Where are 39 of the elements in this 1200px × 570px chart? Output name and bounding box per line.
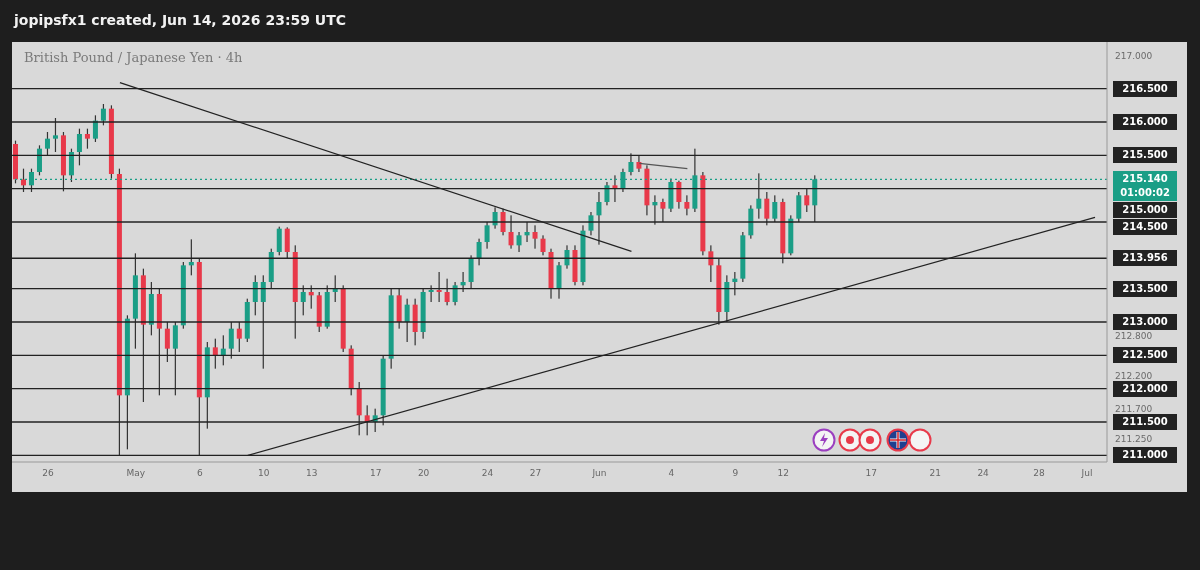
y-tick-label: 212.800	[1115, 330, 1153, 341]
y-tick-label: 217.000	[1115, 50, 1153, 61]
ref-line-label: 212.000	[1113, 381, 1177, 396]
y-tick-label: 211.700	[1115, 403, 1153, 414]
x-tick-label: 21	[929, 468, 941, 479]
x-tick-label: 28	[1033, 468, 1046, 479]
x-tick-label: 17	[369, 468, 382, 479]
ref-line-label: 211.000	[1113, 448, 1177, 463]
x-tick-label: 6	[196, 468, 203, 479]
x-tick-label: 10	[258, 468, 270, 479]
x-tick-label: 13	[306, 468, 318, 479]
ref-line-label: 213.000	[1113, 315, 1177, 329]
x-tick-label: May	[126, 468, 146, 479]
x-tick-label: Jul	[1080, 468, 1093, 479]
ref-line-label: 216.500	[1113, 81, 1177, 96]
x-tick-label: 17	[865, 468, 877, 479]
x-tick-label: 4	[668, 468, 675, 479]
ref-line-label: 215.000	[1113, 203, 1177, 218]
text: 01:00:02	[1119, 186, 1171, 201]
ref-line-label: 216.000	[1113, 115, 1177, 129]
y-tick-label: 212.200	[1115, 370, 1153, 381]
ref-line-label: 215.140	[1121, 172, 1169, 187]
x-tick-label: Jun	[591, 468, 607, 479]
x-tick-label: 9	[732, 468, 739, 479]
x-tick-label: 20	[417, 468, 430, 479]
x-tick-label: 12	[777, 468, 790, 479]
x-tick-label: 24	[481, 468, 494, 479]
ref-line-label: 211.500	[1113, 415, 1177, 429]
ref-line-label: 212.500	[1113, 348, 1177, 363]
x-tick-label: 24	[977, 468, 990, 479]
ref-line-label: 214.500	[1113, 220, 1177, 235]
text: jopipsfx1 created, Jun 14, 2026 23:59 UTC	[14, 12, 347, 28]
ref-line-label: 213.956	[1113, 251, 1177, 266]
ref-line-label: 213.500	[1113, 281, 1177, 296]
ref-line-label: 215.500	[1113, 148, 1177, 163]
y-tick-label: 211.250	[1115, 433, 1153, 444]
x-tick-label: 27	[529, 468, 542, 479]
x-tick-label: 26	[42, 468, 54, 479]
text: British Pound / Japanese Yen · 4h	[24, 50, 243, 65]
